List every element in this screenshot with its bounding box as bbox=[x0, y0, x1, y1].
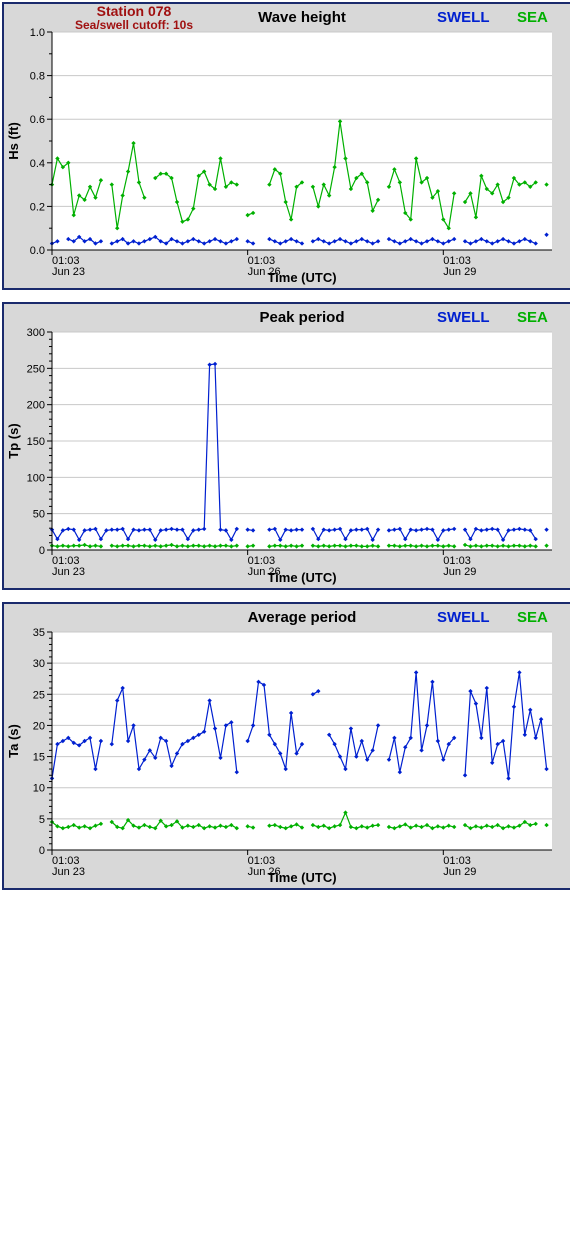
y-axis-label: Ta (s) bbox=[6, 724, 21, 758]
panel-wave-height: 0.00.20.40.60.81.001:03Jun 2301:03Jun 26… bbox=[2, 2, 570, 290]
panel-average-period: 0510152025303501:03Jun 2301:03Jun 2601:0… bbox=[2, 602, 570, 890]
y-tick-label: 0.2 bbox=[30, 201, 45, 213]
y-tick-label: 20 bbox=[33, 720, 45, 732]
legend-swell: SWELL bbox=[437, 309, 490, 326]
x-axis-label: Time (UTC) bbox=[267, 870, 336, 885]
legend-swell: SWELL bbox=[437, 9, 490, 26]
y-tick-label: 0 bbox=[39, 845, 45, 857]
y-tick-label: 300 bbox=[27, 327, 45, 339]
y-tick-label: 30 bbox=[33, 658, 45, 670]
y-tick-label: 5 bbox=[39, 814, 45, 826]
chart-peak-period: 05010015020025030001:03Jun 2301:03Jun 26… bbox=[4, 304, 566, 588]
y-axis-label: Tp (s) bbox=[6, 423, 21, 458]
y-tick-label: 1.0 bbox=[30, 27, 45, 39]
y-tick-label: 0.0 bbox=[30, 245, 45, 257]
panel-peak-period: 05010015020025030001:03Jun 2301:03Jun 26… bbox=[2, 302, 570, 590]
legend-sea: SEA bbox=[517, 609, 548, 626]
y-tick-label: 0.4 bbox=[30, 158, 45, 170]
y-tick-label: 0.6 bbox=[30, 114, 45, 126]
y-tick-label: 250 bbox=[27, 363, 45, 375]
chart-wave-height: 0.00.20.40.60.81.001:03Jun 2301:03Jun 26… bbox=[4, 4, 566, 288]
y-tick-label: 100 bbox=[27, 472, 45, 484]
y-tick-label: 0 bbox=[39, 545, 45, 557]
x-tick-date: Jun 29 bbox=[443, 266, 476, 278]
y-tick-label: 200 bbox=[27, 400, 45, 412]
y-tick-label: 50 bbox=[33, 509, 45, 521]
y-axis-label: Hs (ft) bbox=[6, 122, 21, 160]
station-title: Station 078 bbox=[97, 4, 172, 19]
x-tick-date: Jun 29 bbox=[443, 866, 476, 878]
chart-title: Average period bbox=[248, 609, 357, 626]
y-tick-label: 25 bbox=[33, 689, 45, 701]
y-tick-label: 35 bbox=[33, 627, 45, 639]
x-axis-label: Time (UTC) bbox=[267, 570, 336, 585]
y-tick-label: 10 bbox=[33, 783, 45, 795]
y-tick-label: 150 bbox=[27, 436, 45, 448]
chart-average-period: 0510152025303501:03Jun 2301:03Jun 2601:0… bbox=[4, 604, 566, 888]
y-tick-label: 0.8 bbox=[30, 71, 45, 83]
x-tick-date: Jun 23 bbox=[52, 866, 85, 878]
y-tick-label: 15 bbox=[33, 752, 45, 764]
x-tick-date: Jun 23 bbox=[52, 566, 85, 578]
chart-title: Wave height bbox=[258, 9, 346, 26]
x-axis-label: Time (UTC) bbox=[267, 270, 336, 285]
legend-sea: SEA bbox=[517, 309, 548, 326]
x-tick-date: Jun 29 bbox=[443, 566, 476, 578]
legend-sea: SEA bbox=[517, 9, 548, 26]
x-tick-date: Jun 23 bbox=[52, 266, 85, 278]
chart-title: Peak period bbox=[259, 309, 344, 326]
legend-swell: SWELL bbox=[437, 609, 490, 626]
cutoff-text: Sea/swell cutoff: 10s bbox=[75, 18, 193, 32]
